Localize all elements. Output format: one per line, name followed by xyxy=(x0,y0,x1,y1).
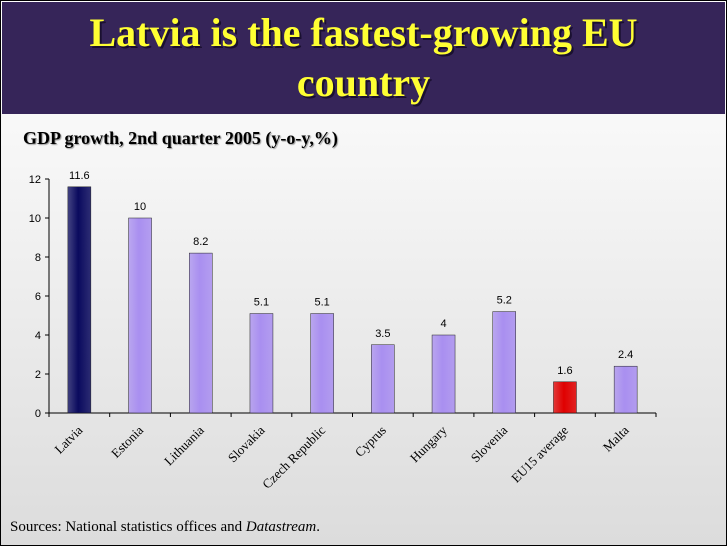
bars xyxy=(67,186,638,414)
title-band: Latvia is the fastest-growing EU country xyxy=(2,2,725,114)
data-label: 5.2 xyxy=(497,295,512,307)
data-label: 10 xyxy=(134,201,146,213)
data-labels: 11.6 10 8.2 5.1 5.1 3.5 4 5.2 1.6 2.4 xyxy=(69,170,633,377)
source-prefix: Sources: National statistics offices and xyxy=(10,519,246,535)
source-emphasis: Datastream xyxy=(245,519,317,535)
category-label: Hungary xyxy=(407,422,450,465)
data-label: 2.4 xyxy=(618,349,633,361)
source-note: Sources: National statistics offices and… xyxy=(10,519,320,536)
bar-hungary xyxy=(431,334,456,414)
data-label: 4 xyxy=(440,318,446,330)
y-tick-label: 12 xyxy=(29,174,41,186)
y-tick-label: 8 xyxy=(35,252,41,264)
data-label: 3.5 xyxy=(375,328,390,340)
slide-title: Latvia is the fastest-growing EU country xyxy=(89,10,638,105)
y-axis: 0 2 4 6 8 10 12 xyxy=(29,174,50,420)
bar-cyprus xyxy=(371,344,395,414)
bar-malta xyxy=(613,365,638,414)
y-tick-label: 0 xyxy=(35,408,41,420)
bar-czech-republic xyxy=(310,313,334,414)
data-label: 5.1 xyxy=(254,297,269,309)
bar-lithuania xyxy=(189,252,213,414)
category-label: Slovenia xyxy=(468,422,511,465)
y-tick-label: 4 xyxy=(35,330,41,342)
category-label: Malta xyxy=(600,422,632,454)
category-label: Latvia xyxy=(51,422,85,456)
category-label: Slovakia xyxy=(225,422,268,465)
x-axis xyxy=(48,412,657,417)
bar-latvia xyxy=(67,186,92,414)
source-suffix: . xyxy=(316,519,320,535)
chart-subtitle: GDP growth, 2nd quarter 2005 (y-o-y,%) xyxy=(23,128,338,148)
data-label: 8.2 xyxy=(193,236,208,248)
data-label: 5.1 xyxy=(315,297,330,309)
category-label: Cyprus xyxy=(352,423,389,460)
bar-slovenia xyxy=(492,311,516,414)
bar-slovakia xyxy=(249,313,274,414)
y-tick-label: 10 xyxy=(29,213,41,225)
category-label: Estonia xyxy=(108,422,146,460)
y-tick-label: 6 xyxy=(35,291,41,303)
category-label: Lithuania xyxy=(161,422,207,468)
bar-estonia xyxy=(128,217,152,414)
data-label: 1.6 xyxy=(557,365,572,377)
y-tick-label: 2 xyxy=(35,369,41,381)
category-label: EU15 average xyxy=(508,422,571,485)
category-label: Czech Republic xyxy=(259,422,328,491)
bar-eu15-average xyxy=(553,381,577,414)
data-label: 11.6 xyxy=(69,170,90,182)
